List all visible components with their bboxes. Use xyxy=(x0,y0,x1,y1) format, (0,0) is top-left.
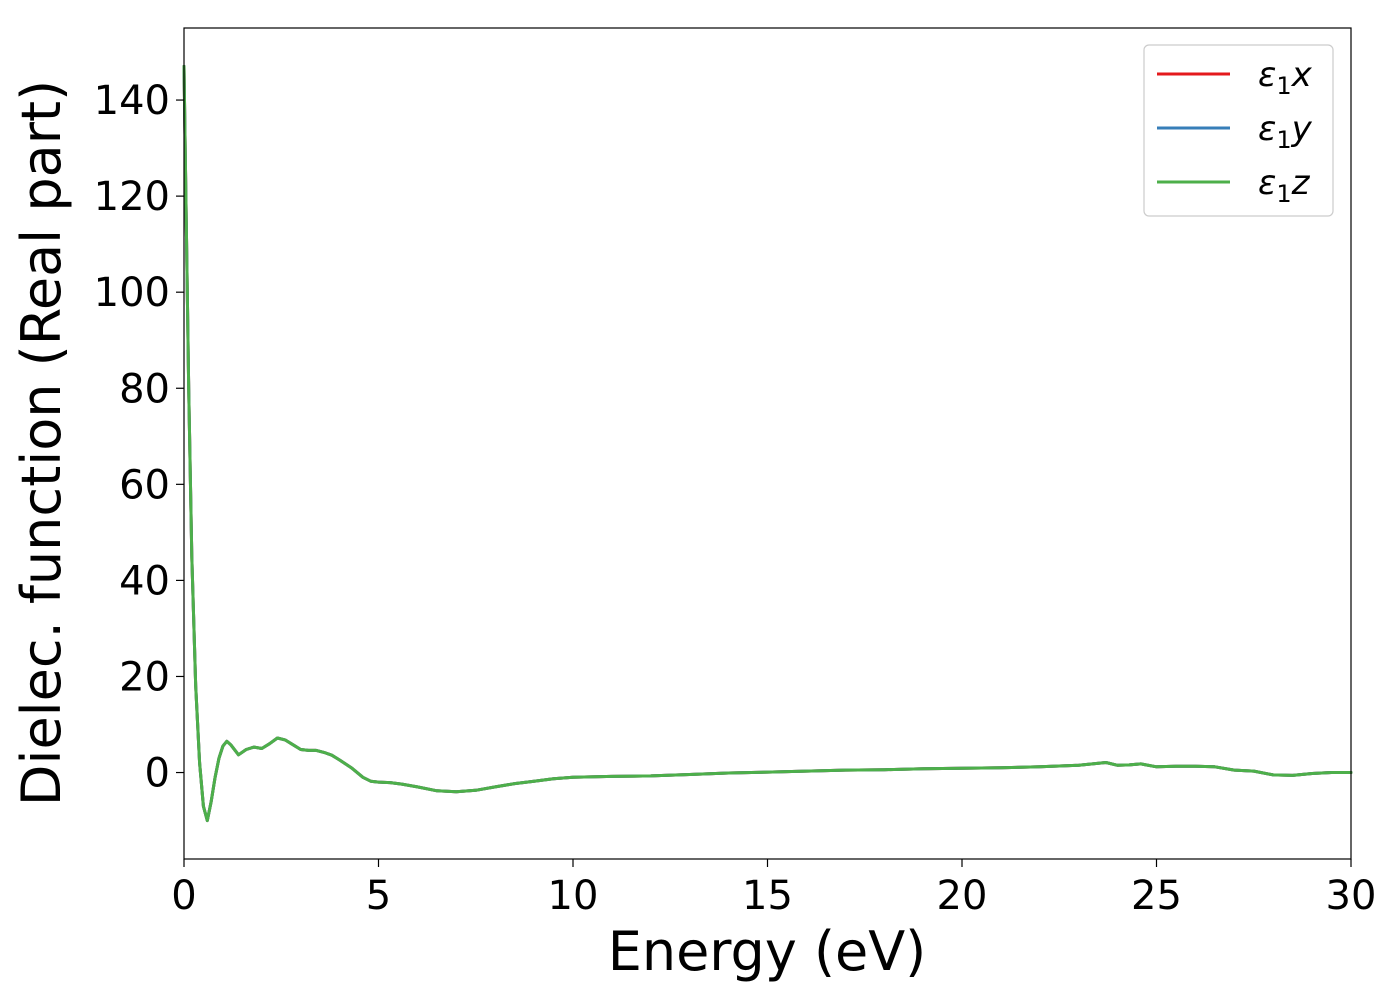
y-tick-label: 100 xyxy=(94,270,170,316)
y-tick-label: 20 xyxy=(119,654,170,700)
y-axis-ticks: 0 20 40 60 80 100 120 140 xyxy=(94,78,184,797)
y-tick-label: 40 xyxy=(119,558,170,604)
y-tick-label: 120 xyxy=(94,174,170,220)
legend-label-z: ε1z xyxy=(1258,163,1311,208)
x-tick-label: 10 xyxy=(548,873,599,919)
x-tick-label: 5 xyxy=(366,873,391,919)
x-axis-label: Energy (eV) xyxy=(608,920,927,983)
series-layer xyxy=(182,64,1353,823)
y-axis-label: Dielec. function (Real part) xyxy=(10,80,73,806)
legend-label-y: ε1y xyxy=(1258,109,1313,154)
x-axis-ticks: 0 5 10 15 20 25 30 xyxy=(171,859,1376,919)
x-tick-label: 20 xyxy=(937,873,988,919)
x-tick-label: 30 xyxy=(1326,873,1377,919)
y-tick-label: 140 xyxy=(94,78,170,124)
y-tick-label: 80 xyxy=(119,366,170,412)
x-tick-label: 0 xyxy=(171,873,196,919)
legend-label-x: ε1x xyxy=(1258,55,1313,100)
x-tick-label: 15 xyxy=(742,873,793,919)
series-line-z xyxy=(182,64,1353,823)
y-tick-label: 0 xyxy=(145,751,170,797)
legend: ε1x ε1y ε1z xyxy=(1143,44,1334,217)
legend-frame xyxy=(1143,44,1334,217)
x-tick-label: 25 xyxy=(1131,873,1182,919)
y-tick-label: 60 xyxy=(119,462,170,508)
